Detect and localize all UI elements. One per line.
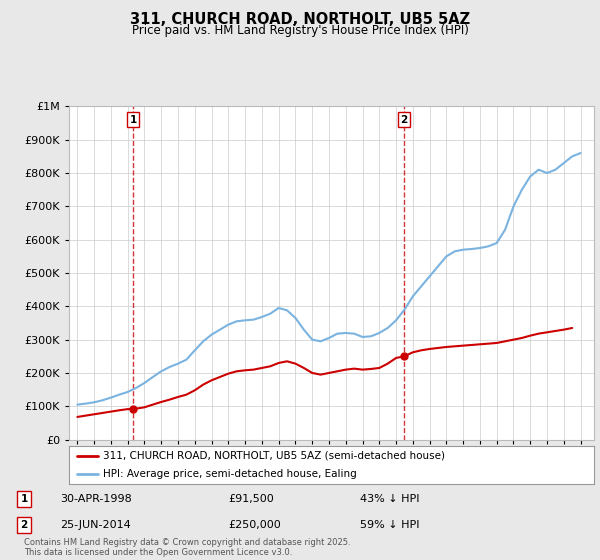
Text: £91,500: £91,500	[228, 494, 274, 504]
Text: HPI: Average price, semi-detached house, Ealing: HPI: Average price, semi-detached house,…	[103, 469, 357, 479]
Text: 1: 1	[20, 494, 28, 504]
Text: 2: 2	[401, 115, 408, 125]
Text: 1: 1	[130, 115, 137, 125]
Text: £250,000: £250,000	[228, 520, 281, 530]
Text: Contains HM Land Registry data © Crown copyright and database right 2025.
This d: Contains HM Land Registry data © Crown c…	[24, 538, 350, 557]
Text: 30-APR-1998: 30-APR-1998	[60, 494, 132, 504]
Text: Price paid vs. HM Land Registry's House Price Index (HPI): Price paid vs. HM Land Registry's House …	[131, 24, 469, 36]
Text: 59% ↓ HPI: 59% ↓ HPI	[360, 520, 419, 530]
Text: 311, CHURCH ROAD, NORTHOLT, UB5 5AZ (semi-detached house): 311, CHURCH ROAD, NORTHOLT, UB5 5AZ (sem…	[103, 451, 445, 461]
Text: 43% ↓ HPI: 43% ↓ HPI	[360, 494, 419, 504]
Text: 25-JUN-2014: 25-JUN-2014	[60, 520, 131, 530]
Text: 2: 2	[20, 520, 28, 530]
Text: 311, CHURCH ROAD, NORTHOLT, UB5 5AZ: 311, CHURCH ROAD, NORTHOLT, UB5 5AZ	[130, 12, 470, 27]
